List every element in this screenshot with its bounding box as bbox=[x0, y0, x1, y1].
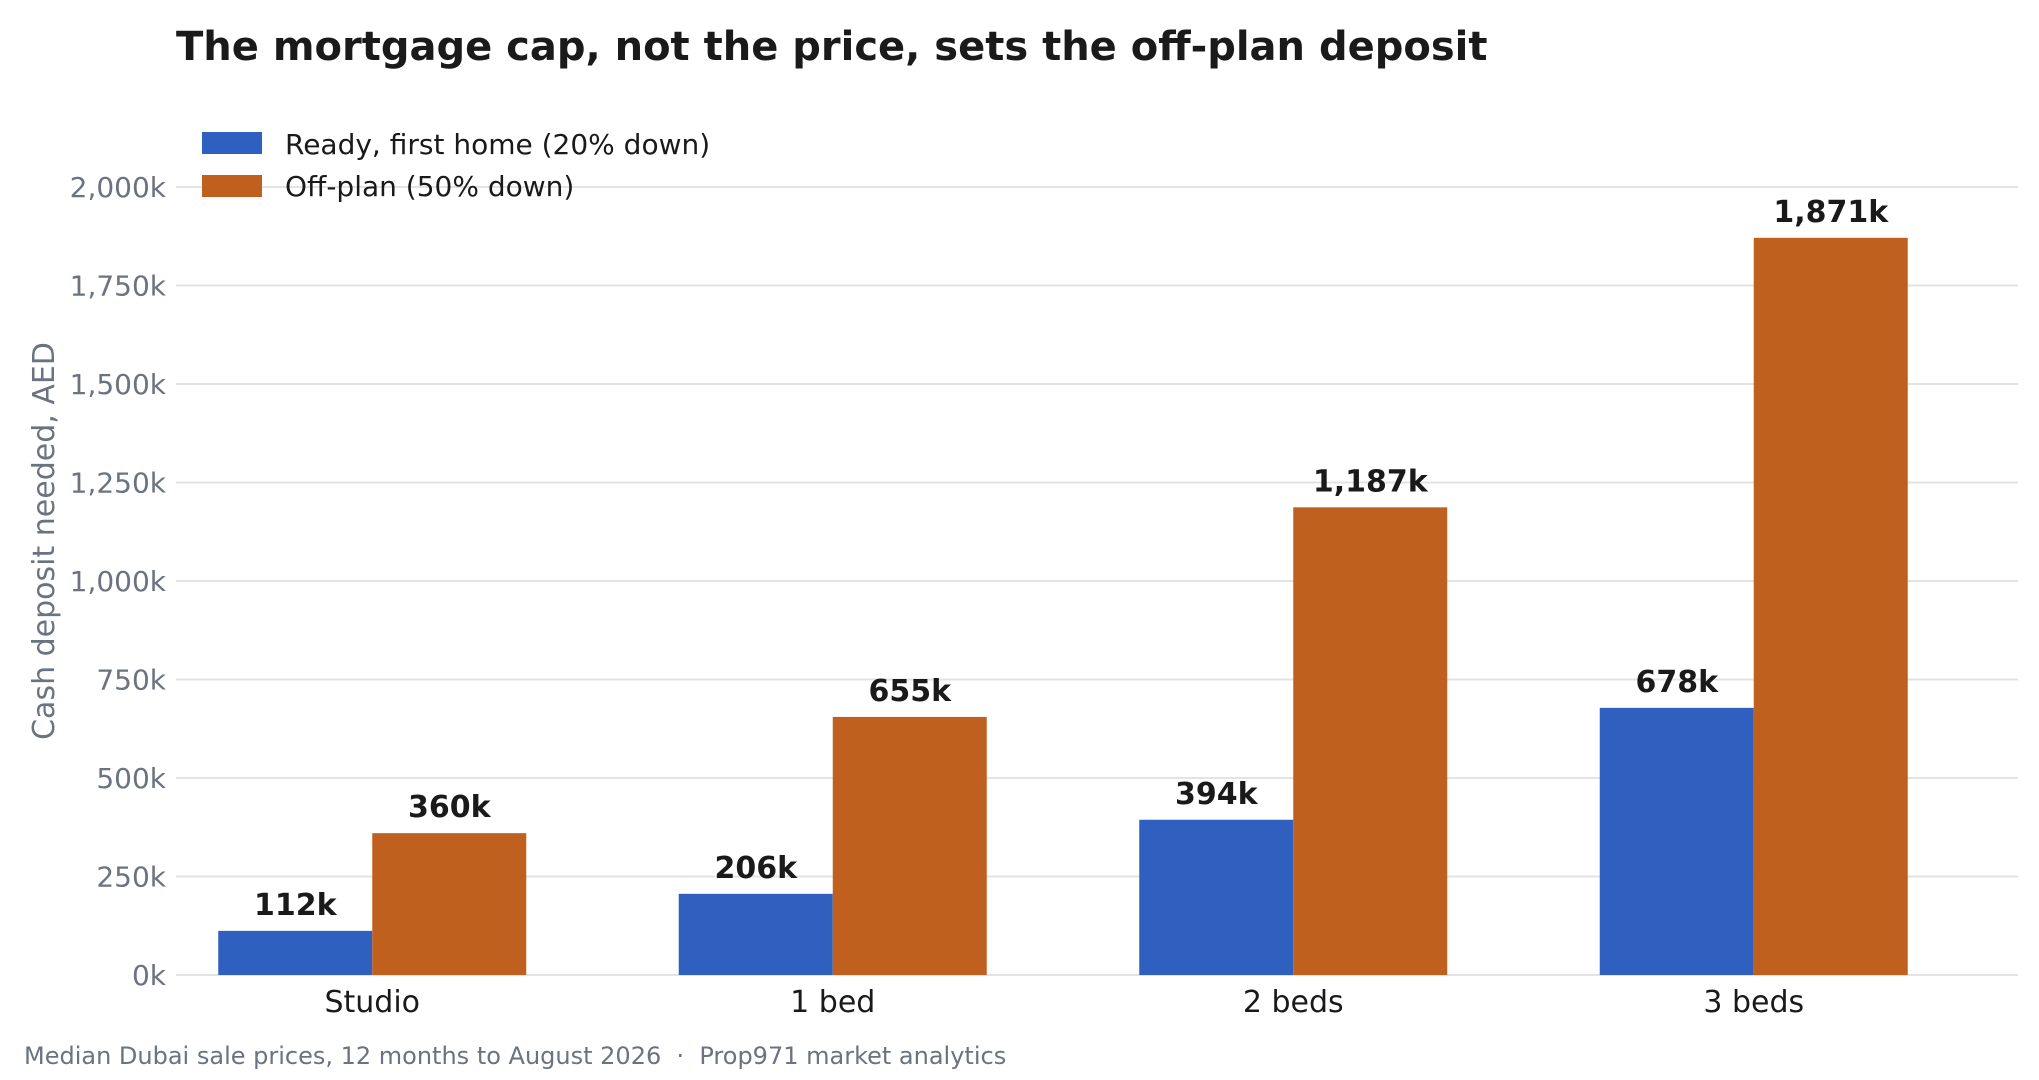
bar-ready bbox=[1599, 707, 1754, 975]
x-tick-label: 2 beds bbox=[1243, 985, 1344, 1020]
chart-title: The mortgage cap, not the price, sets th… bbox=[176, 24, 1487, 70]
y-tick-label: 2,000k bbox=[70, 171, 167, 204]
bar-ready bbox=[218, 930, 373, 975]
bar-value-label: 394k bbox=[1175, 777, 1259, 812]
bar-value-label: 360k bbox=[408, 790, 492, 825]
bar-value-label: 1,871k bbox=[1773, 195, 1889, 230]
x-tick-label: 3 beds bbox=[1703, 985, 1804, 1020]
legend-swatch-off-plan bbox=[202, 175, 262, 197]
y-tick-label: 1,750k bbox=[70, 270, 167, 303]
y-tick-label: 750k bbox=[96, 664, 166, 697]
bar-off-plan bbox=[1753, 237, 1908, 976]
bar-value-label: 112k bbox=[254, 888, 338, 923]
bar-value-label: 1,187k bbox=[1313, 464, 1429, 499]
source-note: Median Dubai sale prices, 12 months to A… bbox=[24, 1042, 1006, 1070]
y-tick-label: 1,250k bbox=[70, 467, 167, 500]
y-axis-label: Cash deposit needed, AED bbox=[27, 342, 62, 740]
y-axis-ticks: 0k 250k 500k 750k 1,000k 1,250k 1,500k 1,750k 2,… bbox=[70, 171, 167, 992]
y-tick-label: 0k bbox=[132, 959, 167, 992]
legend-label-off-plan: Off-plan (50% down) bbox=[285, 170, 574, 203]
y-tick-label: 500k bbox=[96, 762, 166, 795]
x-tick-label: Studio bbox=[324, 985, 420, 1020]
y-tick-label: 1,000k bbox=[70, 565, 167, 598]
y-tick-label: 250k bbox=[96, 861, 166, 894]
x-tick-label: 1 bed bbox=[790, 985, 875, 1020]
bar-ready bbox=[678, 893, 833, 975]
bar-off-plan bbox=[1293, 507, 1448, 975]
data-labels: 112k 360k 206k 655k 394k 1,187k 678k 1,871k bbox=[254, 195, 1889, 923]
x-axis-ticks: Studio 1 bed 2 beds 3 beds bbox=[324, 985, 1804, 1020]
legend-label-ready: Ready, first home (20% down) bbox=[285, 128, 710, 161]
bar-value-label: 678k bbox=[1635, 665, 1719, 700]
bar-ready bbox=[1139, 819, 1294, 975]
bars bbox=[218, 237, 1908, 976]
y-tick-label: 1,500k bbox=[70, 368, 167, 401]
bar-off-plan bbox=[372, 833, 527, 975]
bar-off-plan bbox=[832, 716, 987, 975]
legend: Ready, first home (20% down) Off-plan (5… bbox=[202, 128, 710, 203]
bar-value-label: 206k bbox=[714, 851, 798, 886]
legend-swatch-ready bbox=[202, 132, 262, 154]
bar-value-label: 655k bbox=[868, 674, 952, 709]
